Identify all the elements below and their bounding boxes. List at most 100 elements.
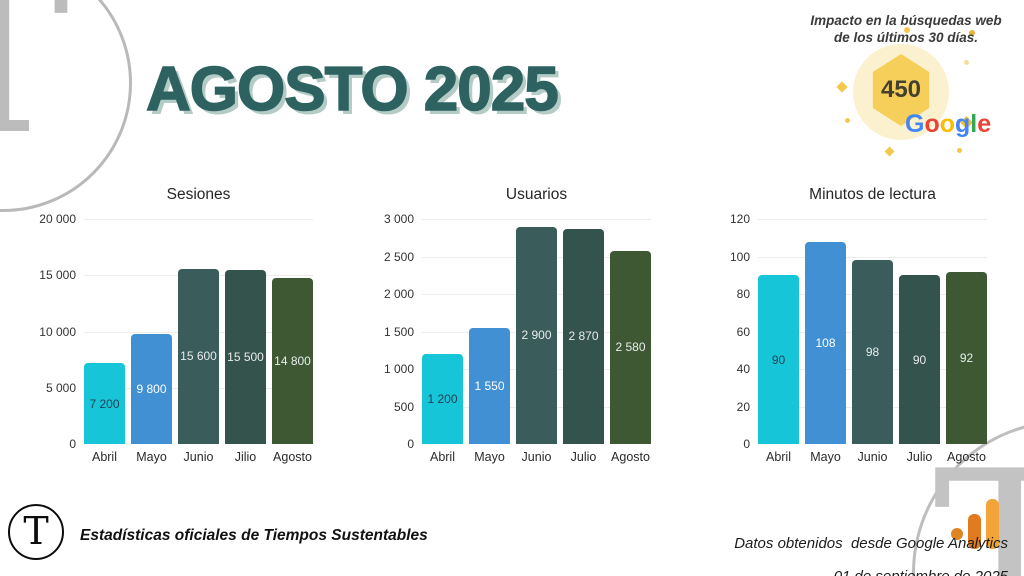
y-tick-label: 100 bbox=[729, 249, 750, 264]
gridline bbox=[422, 219, 651, 220]
bar-junio: 2 900 bbox=[516, 226, 557, 444]
bar-value-label: 9 800 bbox=[136, 381, 167, 396]
x-tick-label: Abril bbox=[429, 450, 455, 464]
bar-agosto: 14 800 bbox=[272, 277, 313, 444]
bar-junio: 98 bbox=[852, 260, 893, 444]
google-analytics-icon bbox=[951, 499, 1003, 549]
bar-value-label: 92 bbox=[959, 350, 974, 365]
chart-title: Minutos de lectura bbox=[809, 186, 936, 203]
bar-jilio: 15 500 bbox=[225, 269, 266, 444]
ga-logo-bar-tall bbox=[986, 499, 999, 549]
bar-value-label: 14 800 bbox=[274, 353, 311, 368]
bar-value-label: 90 bbox=[912, 352, 927, 367]
y-tick-label: 2 500 bbox=[383, 249, 414, 264]
bar-agosto: 2 580 bbox=[610, 250, 651, 444]
bar-mayo: 1 550 bbox=[469, 327, 510, 444]
y-tick-label: 3 000 bbox=[383, 212, 414, 226]
x-tick-label: Junio bbox=[857, 450, 888, 464]
bar-value-label: 98 bbox=[865, 345, 880, 360]
bar-value-label: 108 bbox=[815, 335, 836, 350]
bar-junio: 15 600 bbox=[178, 268, 219, 444]
logo-letter-t: T bbox=[23, 509, 49, 553]
impact-note: Impacto en la búsquedas web de los últim… bbox=[795, 12, 1017, 46]
google-logo-letter: G bbox=[905, 110, 925, 138]
y-tick-label: 0 bbox=[743, 437, 750, 451]
bar-abril: 1 200 bbox=[422, 354, 463, 444]
x-axis: Abril Mayo Junio Julio Agosto bbox=[422, 450, 651, 470]
sparkle-icon bbox=[964, 60, 969, 65]
chart-sesiones: Sesiones 0 5 000 10 000 15 000 20 000 7 200 9… bbox=[28, 186, 318, 470]
y-tick-label: 5 000 bbox=[45, 380, 76, 395]
footer-source-line2: 01 de septiembre de 2025 bbox=[833, 567, 1008, 576]
bar-mayo: 108 bbox=[805, 241, 846, 444]
bar-value-label: 1 200 bbox=[427, 392, 458, 406]
x-tick-label: Jilio bbox=[234, 450, 257, 464]
plot-area: 7 200 9 800 15 600 15 500 14 800 bbox=[84, 219, 313, 444]
bar-abril: 7 200 bbox=[84, 363, 125, 444]
x-tick-label: Agosto bbox=[947, 450, 986, 464]
chart-usuarios: Usuarios 0 500 1 000 1 500 2 000 2 500 3 000 1… bbox=[366, 186, 656, 470]
sparkle-icon bbox=[957, 148, 962, 153]
bar-value-label: 1 550 bbox=[474, 378, 505, 393]
gridline bbox=[84, 219, 313, 220]
x-tick-label: Agosto bbox=[611, 450, 650, 464]
y-axis: 0 20 40 60 80 100 120 bbox=[702, 212, 754, 451]
sparkle-icon bbox=[884, 146, 895, 157]
y-tick-label: 20 000 bbox=[39, 212, 76, 226]
x-tick-label: Julio bbox=[570, 450, 597, 464]
impact-note-line1: Impacto en la búsquedas web bbox=[810, 13, 1002, 28]
gridline bbox=[758, 219, 987, 220]
x-tick-label: Mayo bbox=[810, 450, 841, 464]
impact-note-line2: de los últimos 30 días. bbox=[833, 30, 979, 45]
sparkle-icon bbox=[969, 30, 975, 36]
y-tick-label: 120 bbox=[729, 212, 750, 226]
bar-value-label: 15 500 bbox=[227, 349, 264, 364]
tiempos-sustentables-logo: T bbox=[8, 504, 64, 560]
google-logo: Google bbox=[905, 110, 991, 139]
plot-area: 1 200 1 550 2 900 2 870 2 580 bbox=[422, 219, 651, 444]
bar-value-label: 15 600 bbox=[180, 349, 217, 364]
bar-value-label: 2 870 bbox=[568, 329, 599, 344]
google-logo-letter: o bbox=[939, 110, 956, 138]
bar-value-label: 7 200 bbox=[89, 396, 120, 411]
chart-title: Usuarios bbox=[505, 186, 568, 203]
google-logo-letter: l bbox=[970, 110, 978, 138]
x-tick-label: Mayo bbox=[136, 450, 167, 464]
bar-agosto: 92 bbox=[946, 271, 987, 444]
badge-value: 450 bbox=[880, 76, 922, 103]
bar-value-label: 2 580 bbox=[615, 340, 646, 355]
x-tick-label: Mayo bbox=[474, 450, 505, 464]
y-tick-label: 10 000 bbox=[39, 324, 76, 339]
plot-area: 90 108 98 90 92 bbox=[758, 219, 987, 444]
y-tick-label: 40 bbox=[736, 362, 750, 376]
ga-logo-dot bbox=[951, 528, 963, 540]
y-tick-label: 80 bbox=[736, 287, 750, 301]
x-axis: Abril Mayo Junio Jilio Agosto bbox=[84, 450, 313, 470]
x-tick-label: Junio bbox=[183, 450, 214, 464]
y-tick-label: 15 000 bbox=[39, 268, 76, 283]
footer-source: Datos obtenidos desde Google Analytics 0… bbox=[718, 519, 1008, 576]
x-axis: Abril Mayo Junio Julio Agosto bbox=[758, 450, 987, 470]
sparkle-icon bbox=[904, 27, 910, 33]
hexagon-badge-icon: 450 bbox=[872, 54, 930, 126]
footer-attribution: Estadísticas oficiales de Tiempos Susten… bbox=[80, 527, 428, 544]
gridline bbox=[758, 256, 987, 258]
page-title: AGOSTO 2025 bbox=[145, 54, 559, 125]
y-tick-label: 2 000 bbox=[383, 287, 414, 301]
bar-value-label: 90 bbox=[771, 352, 786, 367]
y-tick-label: 0 bbox=[407, 437, 414, 451]
y-axis: 0 500 1 000 1 500 2 000 2 500 3 000 bbox=[366, 212, 418, 451]
google-logo-letter: e bbox=[977, 110, 992, 138]
y-tick-label: 20 bbox=[736, 399, 750, 414]
sparkle-icon bbox=[845, 118, 850, 123]
x-tick-label: Abril bbox=[91, 450, 117, 464]
bar-mayo: 9 800 bbox=[131, 333, 172, 444]
google-logo-letter: o bbox=[924, 110, 940, 138]
bar-value-label: 2 900 bbox=[521, 328, 552, 343]
sparkle-icon bbox=[836, 81, 848, 93]
y-tick-label: 60 bbox=[736, 324, 750, 339]
bar-julio: 2 870 bbox=[563, 228, 604, 444]
y-tick-label: 500 bbox=[393, 399, 414, 414]
chart-title: Sesiones bbox=[166, 186, 231, 203]
